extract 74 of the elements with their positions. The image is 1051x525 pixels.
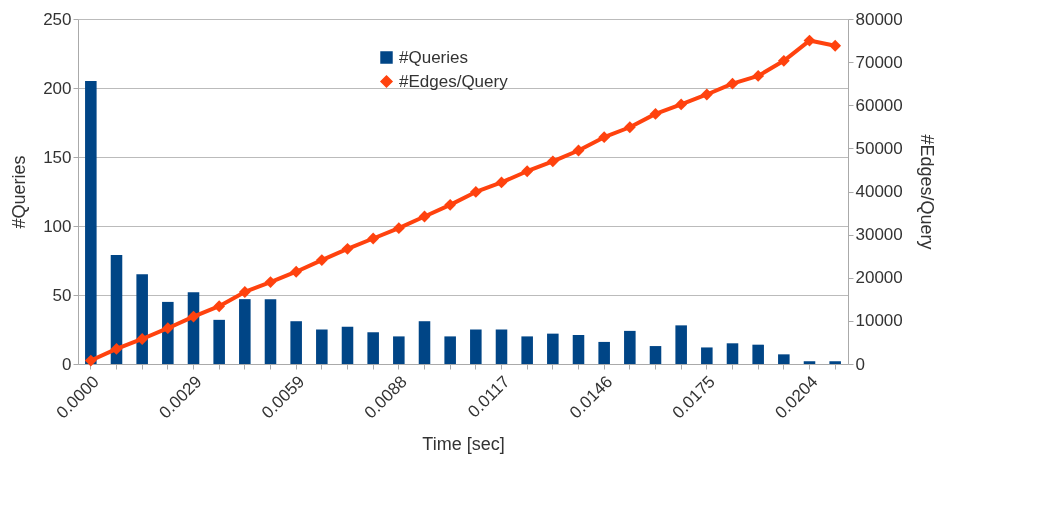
y2-axis-title: #Edges/Query	[916, 134, 937, 250]
point	[238, 286, 251, 298]
x-axis-title: Time [sec]	[422, 433, 505, 454]
point	[136, 333, 149, 345]
bar	[418, 321, 431, 364]
point	[546, 155, 559, 168]
point	[290, 265, 303, 278]
y-tick-label: 0	[62, 354, 72, 374]
bar	[701, 347, 713, 364]
bar	[367, 332, 379, 364]
bar	[444, 336, 456, 364]
point	[444, 198, 457, 211]
bar	[187, 292, 200, 364]
bar	[803, 361, 816, 364]
y2-tick-label: 0	[855, 354, 865, 374]
y2-tick-label: 60000	[855, 95, 903, 115]
y-tick-label: 200	[43, 78, 72, 98]
point	[213, 300, 226, 313]
point	[110, 342, 123, 355]
point	[752, 70, 765, 82]
point	[264, 276, 277, 288]
point	[521, 165, 534, 178]
point	[84, 354, 97, 367]
bar	[649, 346, 662, 364]
bar	[495, 329, 508, 364]
point	[649, 107, 662, 120]
point	[598, 131, 611, 144]
bar	[778, 354, 790, 364]
point	[700, 88, 713, 101]
bar	[341, 326, 354, 364]
y2-tick-label: 30000	[855, 225, 903, 245]
bar	[624, 330, 636, 364]
y-axis-title: #Queries	[9, 155, 30, 229]
bar	[290, 321, 302, 364]
bar	[598, 341, 610, 364]
point	[341, 242, 354, 255]
bar	[547, 333, 559, 364]
bar	[393, 336, 405, 364]
point	[675, 98, 688, 111]
legend-label: #Queries	[399, 47, 468, 67]
point	[623, 121, 636, 134]
point	[777, 54, 790, 67]
bar	[726, 343, 739, 364]
y-tick-label: 50	[52, 285, 72, 305]
y-tick-label: 250	[43, 9, 72, 29]
point	[315, 254, 328, 266]
bar	[572, 335, 585, 364]
bar	[829, 361, 841, 364]
bar	[213, 319, 225, 364]
legend-label: #Edges/Query	[399, 71, 509, 91]
bar	[110, 254, 123, 364]
point	[469, 186, 482, 198]
y2-tick-label: 10000	[855, 311, 903, 331]
y2-tick-label: 80000	[855, 9, 903, 29]
point	[392, 222, 405, 235]
y-tick-label: 150	[43, 147, 72, 167]
y2-tick-label: 40000	[855, 182, 903, 201]
point	[367, 232, 380, 245]
bar	[264, 299, 277, 364]
point	[161, 322, 174, 335]
y2-tick-label: 70000	[855, 52, 903, 72]
bar	[521, 336, 533, 364]
point	[726, 77, 739, 90]
bar	[470, 329, 482, 364]
point	[829, 39, 842, 52]
bar	[675, 325, 687, 364]
y2-tick-label: 20000	[855, 268, 903, 288]
y2-tick-label: 50000	[855, 138, 903, 158]
bar	[239, 299, 251, 364]
bar	[316, 329, 328, 364]
bar	[752, 344, 764, 364]
bar	[136, 274, 148, 364]
bar	[85, 81, 97, 364]
y-tick-label: 100	[43, 216, 72, 236]
